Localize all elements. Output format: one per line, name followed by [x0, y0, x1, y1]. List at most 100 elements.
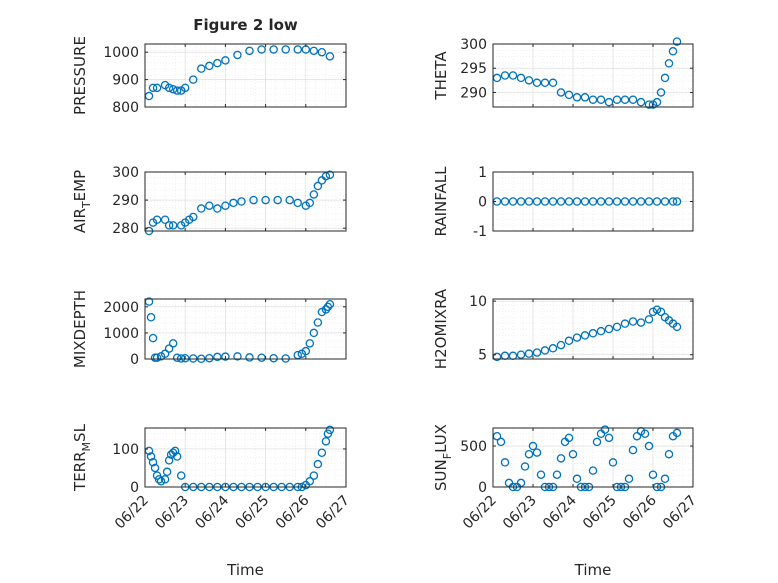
data-point [168, 339, 178, 348]
data-point [164, 221, 174, 230]
data-point [170, 446, 180, 456]
x-tick-label: 06/25 [580, 493, 620, 533]
data-point [213, 204, 222, 213]
y-tick-label: 280 [112, 221, 139, 237]
data-point [628, 197, 638, 206]
data-point [313, 318, 323, 327]
y-tick-label: 300 [460, 37, 487, 53]
data-point [321, 437, 331, 446]
data-point [572, 474, 582, 484]
data-point [221, 56, 230, 65]
y-tick-label: 0 [130, 352, 139, 368]
data-point [317, 176, 327, 185]
data-point [325, 299, 335, 309]
x-tick-label: 06/26 [273, 492, 313, 532]
data-point [556, 454, 566, 463]
data-point [548, 78, 558, 88]
x-tick-label: 06/22 [112, 493, 152, 533]
y-tick-label: 2000 [103, 300, 139, 316]
data-point [293, 45, 303, 54]
data-point [508, 197, 518, 206]
data-point [660, 197, 670, 206]
x-tick-label: 06/24 [540, 492, 580, 532]
data-point [556, 197, 566, 206]
data-point [269, 353, 278, 363]
data-point [628, 445, 638, 455]
data-point [162, 467, 172, 477]
data-point [205, 353, 214, 363]
data-point [540, 346, 550, 355]
y-tick-label: 5 [478, 348, 487, 364]
y-tick-label: -1 [473, 224, 487, 240]
data-point [325, 52, 335, 61]
data-point [528, 441, 538, 451]
data-point [556, 340, 566, 350]
data-point [309, 328, 319, 338]
y-tick-label: 1000 [103, 45, 139, 61]
data-point [309, 190, 319, 199]
data-point [188, 354, 198, 363]
data-point [229, 198, 238, 208]
data-point [644, 441, 654, 451]
x-tick-label: 06/22 [460, 493, 500, 533]
data-point [648, 470, 658, 479]
data-point [500, 197, 510, 206]
data-point [164, 83, 174, 93]
axes-box [144, 427, 347, 488]
data-point [656, 88, 666, 97]
data-point [608, 458, 618, 467]
y-tick-label: 900 [112, 73, 139, 89]
data-point [500, 351, 510, 361]
data-point [572, 197, 582, 206]
data-point [596, 197, 606, 206]
data-point [540, 78, 550, 88]
data-point [146, 452, 156, 461]
data-point [313, 181, 323, 191]
y-tick-label: 800 [112, 100, 139, 116]
data-point [596, 95, 606, 104]
data-point [664, 59, 674, 68]
data-point [588, 329, 598, 338]
data-point [245, 353, 254, 362]
data-point [213, 58, 222, 68]
data-point [168, 221, 178, 230]
y-tick-label: 500 [460, 439, 487, 455]
y-tick-label: 300 [112, 165, 139, 181]
data-point [580, 93, 590, 102]
data-point [257, 45, 266, 54]
data-point [628, 95, 638, 104]
axes-box [492, 298, 694, 360]
y-axis-label: H2OMIXRA [432, 288, 450, 369]
data-point [305, 339, 315, 348]
data-point [516, 350, 526, 359]
data-point [672, 322, 682, 332]
data-point [164, 344, 174, 353]
data-point [317, 448, 327, 457]
data-point [548, 197, 558, 206]
data-point [620, 95, 630, 104]
data-point [652, 305, 662, 314]
data-point [321, 171, 331, 181]
data-point [500, 71, 510, 80]
x-tick-label: 06/27 [313, 493, 353, 533]
data-point [144, 91, 154, 101]
data-point [564, 90, 574, 100]
data-point [604, 324, 614, 334]
data-point [309, 471, 319, 480]
y-axis-label: PRESSURE [71, 36, 89, 115]
y-tick-label: 290 [112, 193, 139, 209]
data-point [668, 197, 678, 206]
data-point [520, 462, 530, 471]
x-tick-label: 06/27 [660, 493, 700, 533]
data-point [652, 197, 662, 206]
data-point [596, 326, 606, 336]
data-point [580, 197, 590, 206]
data-point [516, 73, 526, 83]
data-point [620, 197, 630, 206]
y-tick-label: 100 [112, 442, 139, 458]
data-point [524, 349, 534, 358]
data-point [652, 97, 662, 107]
data-point [560, 437, 570, 447]
x-tick-label: 06/25 [233, 493, 273, 533]
data-point [148, 83, 158, 93]
